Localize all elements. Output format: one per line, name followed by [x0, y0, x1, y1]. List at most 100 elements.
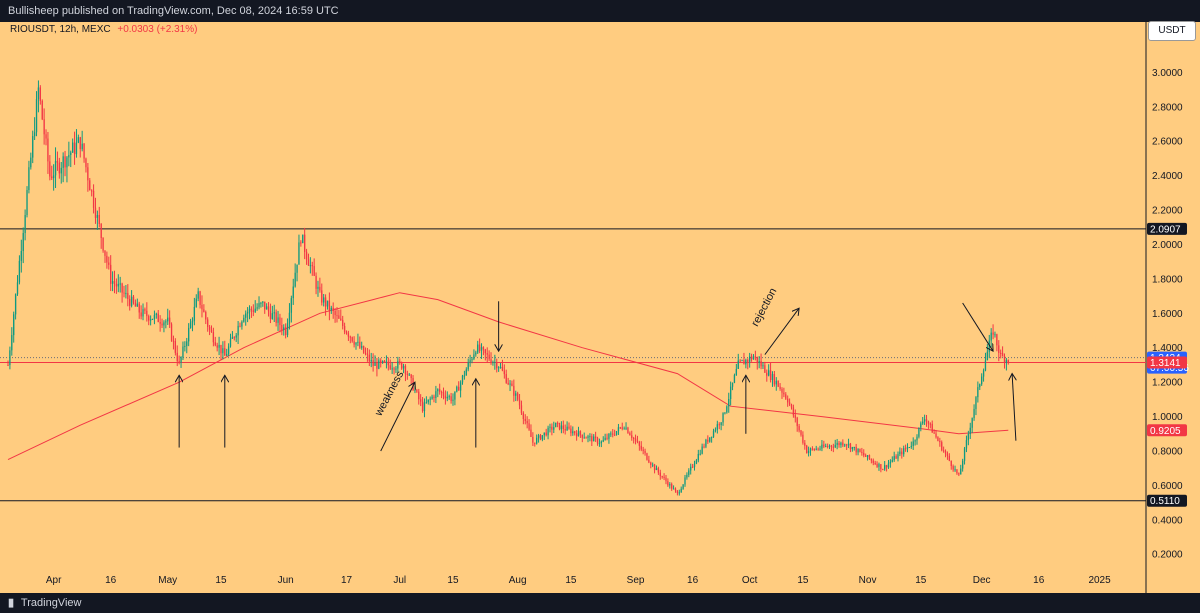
candle-body [254, 308, 256, 312]
candle-body [324, 297, 327, 307]
candle-body [235, 335, 237, 338]
candle-body [817, 448, 819, 450]
candle-body [176, 352, 178, 362]
candle-body [731, 382, 734, 387]
candle-body [216, 345, 218, 348]
candle-body [686, 474, 688, 478]
candle-body [28, 167, 30, 191]
candle-body [553, 427, 555, 430]
candle-body [62, 156, 64, 168]
candle-body [505, 374, 507, 383]
candle-body [290, 298, 293, 313]
price-badge [1147, 494, 1187, 507]
candle-body [764, 365, 766, 373]
candle-body [127, 293, 129, 299]
candle-body [775, 380, 777, 385]
candle-body [893, 456, 895, 461]
candle-body [674, 488, 677, 491]
candle-body [707, 439, 709, 442]
candle-body [779, 386, 781, 389]
candle-body [680, 488, 682, 493]
candle-body [117, 283, 119, 287]
candle-body [724, 412, 726, 414]
candle-body [497, 367, 500, 369]
candle-body [537, 435, 540, 438]
candle-body [33, 132, 36, 137]
candle-body [161, 323, 163, 326]
candle-body [631, 435, 633, 438]
candle-body [220, 344, 222, 354]
price-badge-label: 1.3141 [1150, 358, 1181, 369]
candle-body [701, 446, 703, 454]
candle-body [712, 430, 715, 437]
candle-body [283, 327, 285, 330]
candle-body [66, 157, 68, 168]
candle-body [250, 308, 253, 311]
candle-body [334, 310, 336, 316]
candle-body [421, 401, 424, 412]
candle-body [7, 364, 9, 366]
candle-body [9, 350, 11, 366]
candle-body [393, 368, 395, 370]
candle-body [823, 444, 825, 447]
candle-body [207, 319, 209, 327]
candle-body [920, 423, 922, 428]
candle-body [832, 446, 835, 448]
candle-body [73, 142, 76, 155]
candle-body [1005, 360, 1008, 363]
candle-body [362, 346, 365, 353]
candle-body [210, 329, 213, 333]
candle-body [418, 391, 420, 400]
candle-body [982, 370, 985, 377]
candle-body [165, 321, 167, 323]
candle-body [543, 432, 545, 436]
candle-body [187, 327, 190, 342]
candle-body [598, 443, 601, 445]
x-tick-label: Dec [973, 575, 991, 586]
candle-body [509, 383, 511, 385]
x-tick-label: Sep [627, 575, 645, 586]
candle-body [796, 417, 798, 427]
currency-button[interactable]: USDT [1148, 21, 1196, 41]
candle-body [642, 449, 644, 451]
candle-body [667, 481, 669, 486]
candle-body [530, 429, 532, 437]
candle-body [638, 441, 641, 446]
candle-body [163, 322, 165, 326]
candle-body [594, 436, 597, 439]
candle-body [882, 469, 884, 471]
candle-body [222, 348, 224, 354]
candle-body [267, 306, 270, 312]
candle-body [762, 365, 764, 367]
candle-body [861, 451, 863, 453]
candle-body [566, 426, 568, 431]
candle-body [64, 156, 66, 168]
candle-body [195, 298, 197, 307]
candle-body [172, 340, 175, 342]
candle-body [89, 180, 91, 191]
candle-body [613, 434, 616, 436]
candle-body [636, 440, 639, 442]
candle-body [853, 447, 855, 449]
candle-body [785, 394, 787, 399]
y-tick-label: 2.0000 [1152, 240, 1183, 251]
candle-body [96, 214, 99, 218]
publisher-bar: Bullisheep published on TradingView.com,… [0, 0, 1200, 22]
candle-body [956, 469, 958, 474]
candle-body [229, 338, 232, 347]
candle-body [227, 346, 230, 354]
candle-body [906, 447, 909, 449]
candle-body [52, 175, 55, 179]
candle-body [349, 336, 351, 338]
candle-body [85, 158, 87, 168]
candle-body [589, 436, 591, 438]
candle-body [186, 341, 188, 346]
candle-body [300, 242, 302, 244]
candle-body [855, 447, 857, 453]
candle-body [275, 312, 277, 323]
candle-body [427, 399, 429, 403]
x-tick-label: Jun [278, 575, 294, 586]
candle-body [378, 360, 380, 369]
candle-body [851, 447, 854, 450]
